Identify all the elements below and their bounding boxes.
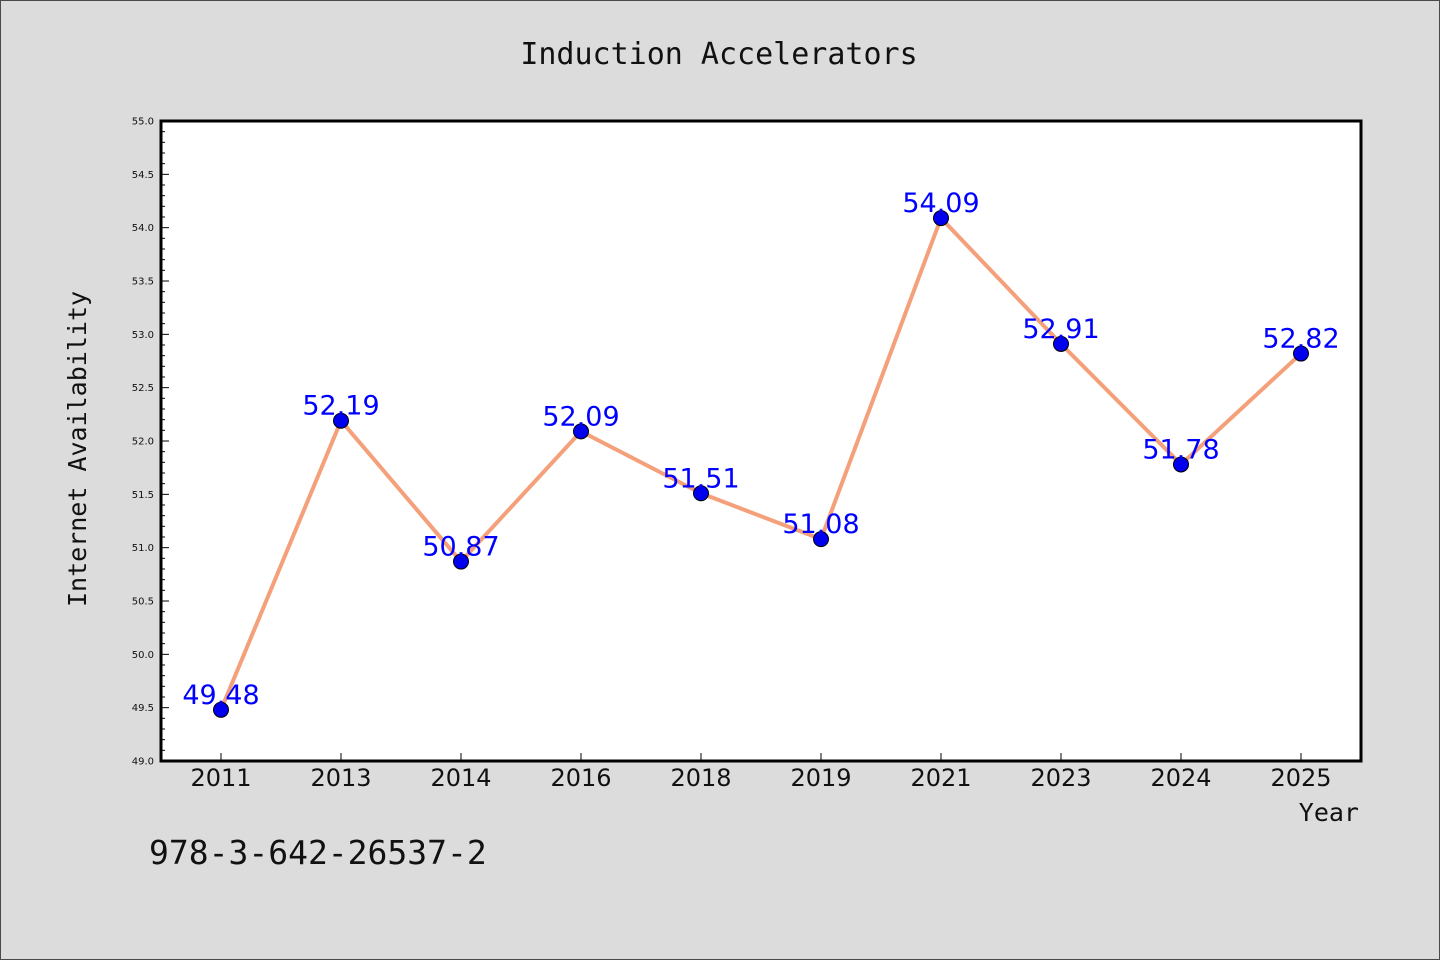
series-line-segment — [579, 429, 703, 496]
x-tick-label: 2019 — [790, 764, 851, 792]
data-label: 49.48 — [182, 680, 259, 711]
series-line-segment — [339, 418, 463, 564]
x-tick-label: 2018 — [670, 764, 731, 792]
data-point — [213, 701, 229, 718]
y-tick-label: 53.0 — [132, 330, 154, 341]
y-axis-tick-labels: 49.0 49.5 50.0 50.5 51.0 51.5 52.0 52.5 53.0 53.5… — [132, 117, 154, 768]
data-label: 52.09 — [542, 401, 619, 432]
y-tick-label: 52.0 — [132, 437, 154, 448]
y-tick-label: 49.5 — [132, 703, 154, 714]
series-line-segment — [1059, 341, 1183, 467]
plot-frame — [159, 119, 1363, 763]
series-line-segment — [219, 418, 343, 712]
data-label: 51.78 — [1142, 434, 1219, 465]
series-lines — [219, 216, 1303, 712]
data-point — [1173, 456, 1189, 473]
y-tick-label: 55.0 — [132, 117, 154, 128]
data-point — [573, 423, 589, 440]
x-tick-label: 2016 — [550, 764, 611, 792]
data-point — [1293, 345, 1309, 362]
series-line-segment — [1179, 351, 1303, 467]
x-tick-label: 2021 — [910, 764, 971, 792]
data-labels: 49.48 52.19 50.87 52.09 51.51 51.08 54.09 52.91… — [182, 188, 1339, 711]
data-label: 51.51 — [662, 463, 739, 494]
data-label: 54.09 — [902, 188, 979, 219]
y-tick-label: 50.0 — [132, 650, 154, 661]
series-line-segment — [459, 429, 583, 564]
data-point — [693, 485, 709, 502]
data-label: 52.91 — [1022, 314, 1099, 345]
x-tick-label: 2023 — [1030, 764, 1091, 792]
data-label: 51.08 — [782, 509, 859, 540]
y-tick-label: 54.5 — [132, 170, 154, 181]
x-tick-label: 2014 — [430, 764, 491, 792]
x-tick-label: 2024 — [1150, 764, 1211, 792]
y-tick-label: 50.5 — [132, 597, 154, 608]
data-label: 52.19 — [302, 391, 379, 422]
data-point — [333, 412, 349, 429]
y-axis-label: Internet Availability — [63, 291, 92, 607]
x-tick-label: 2025 — [1270, 764, 1331, 792]
x-tick-label: 2013 — [310, 764, 371, 792]
series-line-segment — [939, 216, 1063, 346]
data-point — [1053, 335, 1069, 352]
y-tick-label: 53.5 — [132, 277, 154, 288]
data-label: 52.82 — [1262, 324, 1339, 355]
x-tick-label: 2011 — [190, 764, 251, 792]
y-tick-label: 51.0 — [132, 543, 154, 554]
chart-title: Induction Accelerators — [520, 37, 917, 72]
plot-area — [161, 121, 1361, 761]
y-tick-label: 49.0 — [132, 757, 154, 768]
series-line-segment — [699, 491, 823, 542]
y-tick-label: 52.5 — [132, 383, 154, 394]
x-axis-tick-labels: 2011 2013 2014 2016 2018 2019 2021 2023 2024 2025 — [190, 764, 1331, 792]
isbn-text: 978-3-642-26537-2 — [149, 833, 487, 872]
y-tick-label: 54.0 — [132, 223, 154, 234]
data-markers — [213, 210, 1309, 718]
y-tick-label: 51.5 — [132, 490, 154, 501]
data-point — [453, 553, 469, 570]
data-point — [813, 531, 829, 548]
series-line-segment — [819, 216, 943, 542]
data-point — [933, 210, 949, 227]
x-axis-label: Year — [1299, 798, 1359, 827]
data-label: 50.87 — [422, 532, 499, 563]
